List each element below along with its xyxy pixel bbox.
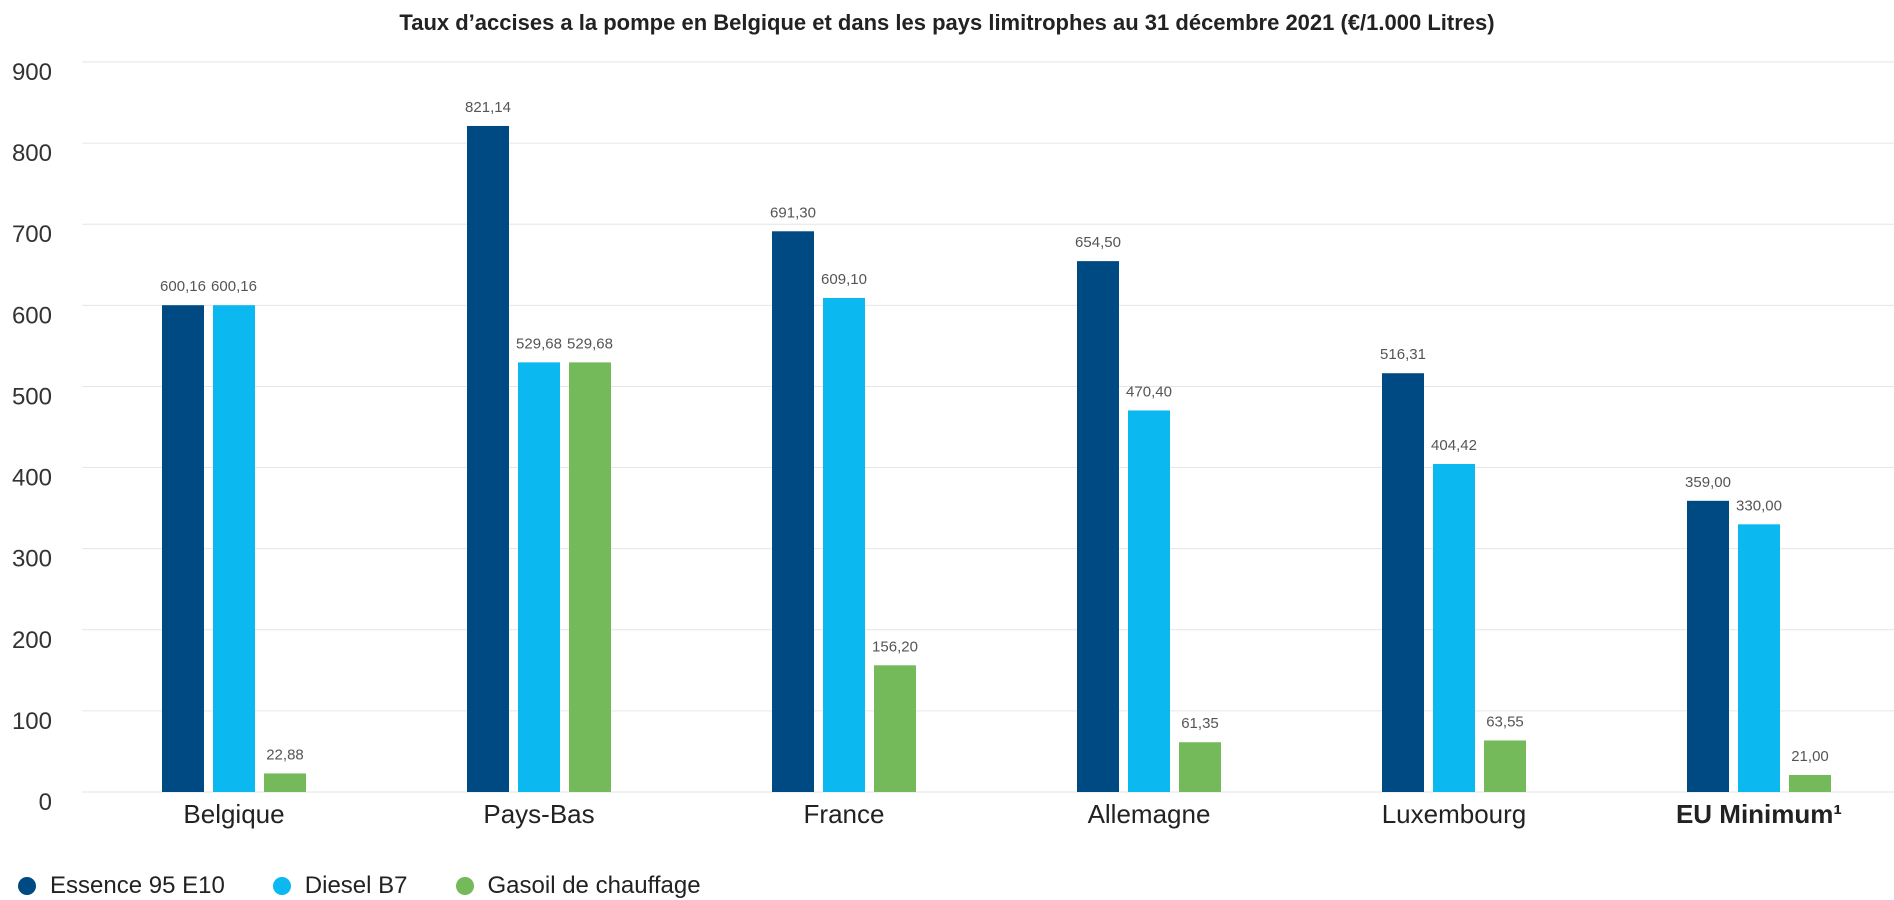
data-label: 654,50: [1075, 234, 1121, 251]
legend-swatch: [455, 877, 474, 895]
bar: [1789, 774, 1831, 792]
bar: [569, 362, 611, 792]
data-label: 156,20: [872, 638, 918, 655]
data-label: 529,68: [516, 335, 562, 352]
data-label: 359,00: [1685, 474, 1731, 491]
y-tick-label: 200: [12, 627, 52, 654]
legend-swatch: [272, 877, 291, 895]
y-tick-label: 500: [12, 383, 52, 410]
data-label: 330,00: [1736, 497, 1782, 514]
bar: [213, 305, 255, 792]
y-tick-label: 700: [12, 221, 52, 248]
bar: [1433, 463, 1475, 792]
data-label: 609,10: [821, 271, 867, 288]
legend-label: Gasoil de chauffage: [487, 872, 701, 899]
data-label: 63,55: [1486, 713, 1524, 730]
data-label: 22,88: [266, 746, 304, 763]
legend-item: Essence 95 E10: [18, 872, 225, 900]
y-tick-label: 900: [12, 59, 52, 86]
data-label: 529,68: [567, 335, 613, 352]
bar: [874, 665, 916, 792]
category-label: France: [804, 799, 885, 829]
legend-swatch: [18, 877, 36, 895]
y-tick-label: 600: [12, 302, 52, 329]
data-label: 600,16: [160, 278, 206, 295]
y-tick-label: 0: [39, 789, 52, 816]
data-label: 21,00: [1791, 748, 1829, 765]
bar: [1077, 261, 1119, 792]
data-label: 821,14: [465, 99, 511, 116]
bar: [162, 305, 204, 792]
data-label: 470,40: [1126, 383, 1172, 400]
bar: [1128, 410, 1170, 792]
bar: [1382, 373, 1424, 792]
legend-label: Diesel B7: [304, 872, 408, 899]
bar: [1179, 742, 1221, 792]
bar: [1484, 740, 1526, 792]
y-tick-label: 300: [12, 546, 52, 573]
chart-title: Taux d’accises a la pompe en Belgique et…: [399, 10, 1495, 35]
category-label: Belgique: [183, 799, 284, 829]
legend-item: Gasoil de chauffage: [455, 872, 701, 900]
bar: [772, 231, 814, 793]
y-tick-label: 100: [12, 708, 52, 735]
category-label: Luxembourg: [1382, 799, 1527, 829]
bar: [1687, 500, 1729, 792]
legend: Essence 95 E10 Diesel B7 Gasoil de chauffa…: [18, 872, 701, 900]
data-label: 404,42: [1431, 437, 1477, 454]
category-label: Allemagne: [1088, 799, 1211, 829]
category-label: EU Minimum¹: [1676, 799, 1842, 829]
data-label: 600,16: [211, 278, 257, 295]
category-label: Pays-Bas: [483, 799, 594, 829]
bar: [823, 297, 865, 792]
legend-label: Essence 95 E10: [50, 872, 225, 899]
data-label: 61,35: [1181, 715, 1219, 732]
bar: [467, 125, 509, 792]
bar: [518, 362, 560, 792]
y-tick-label: 400: [12, 465, 52, 492]
bar: [1738, 524, 1780, 792]
y-tick-label: 800: [12, 140, 52, 167]
data-label: 516,31: [1380, 346, 1426, 363]
data-label: 691,30: [770, 204, 816, 221]
bar: [264, 773, 306, 792]
legend-item: Diesel B7: [272, 872, 408, 900]
